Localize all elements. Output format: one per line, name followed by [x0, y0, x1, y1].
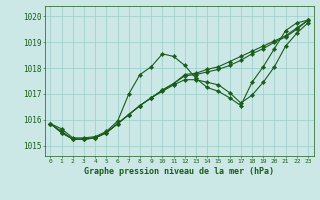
X-axis label: Graphe pression niveau de la mer (hPa): Graphe pression niveau de la mer (hPa): [84, 167, 274, 176]
